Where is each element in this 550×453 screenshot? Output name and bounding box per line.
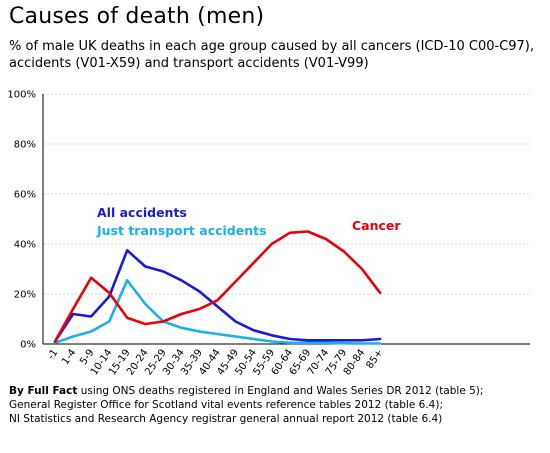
y-tick-label: 60% bbox=[14, 190, 36, 201]
source-line-3: NI Statistics and Research Agency regist… bbox=[9, 413, 443, 425]
y-tick-label: 20% bbox=[14, 290, 36, 301]
series-label: All accidents bbox=[97, 205, 187, 220]
series-lines bbox=[53, 230, 382, 345]
x-tick-label: 85+ bbox=[364, 347, 385, 371]
y-tick-label: 100% bbox=[7, 90, 36, 101]
y-tick-label: 40% bbox=[14, 240, 36, 251]
series-line-cancer bbox=[53, 230, 382, 343]
source-note: By Full Fact using ONS deaths registered… bbox=[9, 384, 549, 426]
series-line-all-accidents bbox=[53, 249, 382, 343]
x-tick-label: -1 bbox=[46, 347, 61, 361]
series-label: Cancer bbox=[352, 218, 401, 233]
series-label: Just transport accidents bbox=[96, 223, 267, 238]
source-line-1-text: using ONS deaths registered in England a… bbox=[77, 385, 484, 397]
source-line-1: By Full Fact using ONS deaths registered… bbox=[9, 384, 549, 398]
y-tick-label: 0% bbox=[20, 340, 36, 351]
x-tick-label: 1-4 bbox=[60, 347, 78, 367]
y-tick-label: 80% bbox=[14, 140, 36, 151]
series-line-just-transport-accidents bbox=[53, 278, 382, 345]
source-line-2: General Register Office for Scotland vit… bbox=[9, 399, 443, 411]
chart-subtitle: % of male UK deaths in each age group ca… bbox=[9, 39, 535, 71]
series-labels: Cancer All accidents Just transport accide… bbox=[96, 205, 401, 238]
grid-lines bbox=[42, 93, 530, 345]
source-lead: By Full Fact bbox=[9, 385, 78, 397]
y-axis-ticks: 0% 20% 40% 60% 80% 100% bbox=[7, 90, 36, 351]
chart-title: Causes of death (men) bbox=[9, 4, 265, 29]
x-axis-ticks: -1 1-4 5-910-1415-1920-2425-2930-3435-3940… bbox=[46, 347, 386, 377]
